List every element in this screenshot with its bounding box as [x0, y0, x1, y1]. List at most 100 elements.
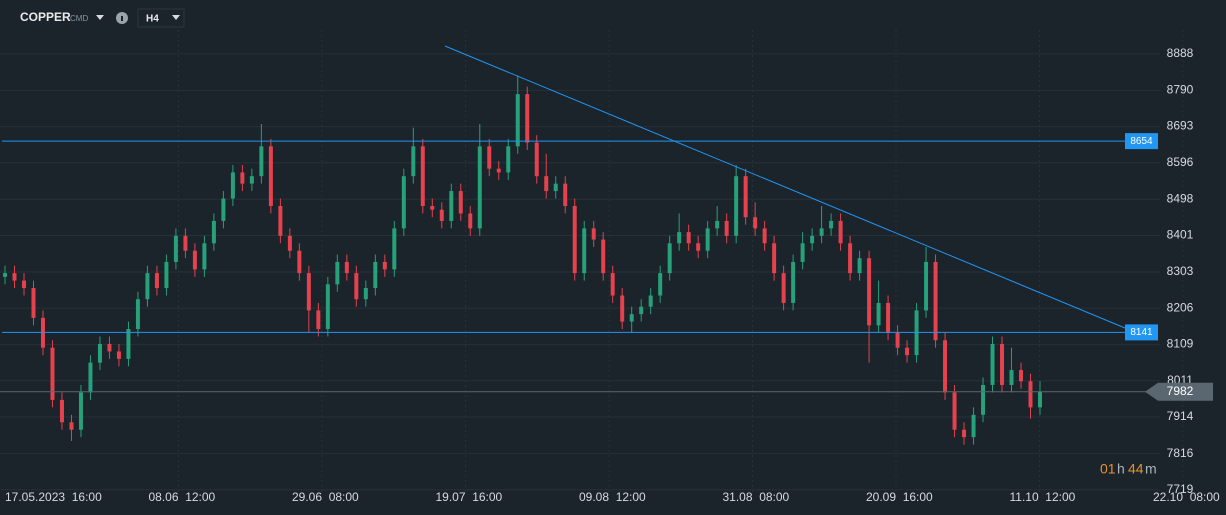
candle-body: [743, 176, 748, 218]
timer-h: h: [1117, 461, 1125, 477]
timer-minutes: 44: [1128, 461, 1144, 477]
y-tick-label: 8109: [1167, 337, 1194, 351]
y-tick-label: 8693: [1167, 119, 1194, 133]
candle-body: [373, 261, 378, 289]
candle-body: [164, 261, 169, 289]
candle-body: [268, 146, 273, 206]
candle-body: [677, 232, 682, 244]
candle-body: [715, 220, 720, 229]
timer-hours: 01: [1100, 461, 1116, 477]
candle-body: [221, 198, 226, 221]
candle-body: [924, 261, 929, 311]
candle-body: [943, 340, 948, 393]
candle-body: [458, 191, 463, 214]
candle-body: [610, 273, 615, 296]
candle-body: [658, 273, 663, 296]
candle-body: [952, 392, 957, 430]
candle-body: [705, 228, 710, 251]
candle-body: [344, 261, 349, 274]
market: CMD: [70, 14, 88, 23]
x-tick-label: 11.10 12:00: [1010, 490, 1076, 504]
candle-body: [772, 243, 777, 274]
candle-body: [306, 273, 311, 311]
candle-body: [810, 235, 815, 244]
candle-body: [1009, 370, 1014, 385]
candle-body: [648, 295, 653, 307]
dropdown-arrow[interactable]: [172, 15, 180, 20]
candle-body: [506, 146, 511, 173]
candle-body: [88, 362, 93, 393]
candle-body: [97, 343, 102, 363]
candle-body: [183, 235, 188, 251]
candle-body: [430, 206, 435, 210]
x-tick-label: 22.10 08:00: [1153, 490, 1220, 504]
candle-body: [287, 235, 292, 251]
candle-body: [363, 288, 368, 300]
candle-body: [620, 295, 625, 322]
candle-body: [572, 206, 577, 274]
candle-body: [135, 299, 140, 330]
candle-body: [154, 273, 159, 289]
candle-body: [886, 302, 891, 333]
x-tick-label: 31.08 08:00: [723, 490, 790, 504]
candle-body: [401, 176, 406, 229]
candle-body: [31, 288, 36, 318]
x-tick-label: 20.09 16:00: [866, 490, 933, 504]
candle-body: [411, 146, 416, 177]
y-tick-label: 8498: [1167, 191, 1194, 205]
candle-body: [876, 302, 881, 326]
candle-body: [582, 228, 587, 274]
candle-body: [325, 284, 330, 330]
candle-body: [50, 347, 55, 400]
candle-body: [192, 250, 197, 270]
x-tick-label: 17.05.2023 16:00: [5, 490, 102, 504]
candle-body: [1028, 381, 1033, 408]
candle-body: [534, 142, 539, 177]
candle-body: [12, 273, 17, 281]
level-label: 8654: [1130, 136, 1153, 147]
x-tick-label: 29.06 08:00: [292, 490, 359, 504]
candle-body: [392, 228, 397, 270]
candle-body: [848, 243, 853, 274]
candle-body: [544, 176, 549, 192]
candle-body: [69, 422, 74, 430]
candle-body: [686, 232, 691, 244]
dropdown-arrow[interactable]: [96, 15, 104, 20]
interval[interactable]: H4: [146, 14, 159, 25]
candle-body: [439, 209, 444, 221]
candle-body: [933, 261, 938, 341]
candle-body: [145, 273, 150, 300]
candle-body: [420, 146, 425, 206]
y-tick-label: 8401: [1167, 228, 1194, 242]
interval-box[interactable]: [137, 8, 185, 28]
candle-body: [1019, 370, 1024, 382]
candle-body: [971, 414, 976, 438]
candle-body: [781, 273, 786, 303]
candle-body: [496, 168, 501, 173]
timer-m: m: [1145, 461, 1157, 477]
symbol[interactable]: COPPER: [20, 10, 71, 24]
candle-body: [116, 351, 121, 359]
candle-body: [724, 220, 729, 236]
last-price-label: 7982: [1167, 384, 1194, 398]
candle-body: [211, 220, 216, 244]
candle-body: [449, 191, 454, 221]
y-tick-label: 8790: [1167, 83, 1194, 97]
candle-body: [1000, 343, 1005, 385]
candle-body: [857, 258, 862, 274]
candle-body: [107, 343, 112, 352]
candle-body: [525, 94, 530, 143]
candle-body: [278, 206, 283, 236]
candle-body: [829, 220, 834, 229]
candle-body: [173, 235, 178, 262]
timer: 01 h 44 m: [1100, 461, 1157, 477]
candle-body: [515, 94, 520, 147]
toolbar[interactable]: COPPER CMD H4: [20, 8, 185, 28]
level-label: 8141: [1130, 327, 1153, 338]
candle-body: [59, 399, 64, 423]
candle-body: [126, 329, 131, 359]
level-label-box: [1125, 324, 1158, 341]
candle-body: [629, 314, 634, 322]
